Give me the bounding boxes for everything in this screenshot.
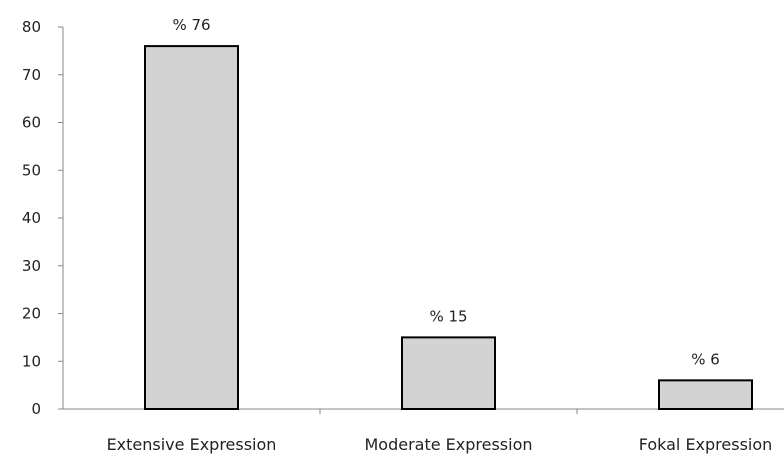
- category-labels: Extensive Expression Moderate Expression F…: [107, 435, 773, 454]
- bar: [658, 379, 753, 411]
- y-axis-ticks: 0 10 20 30 40 50 60 70 80: [22, 18, 63, 418]
- data-label: % 15: [429, 307, 467, 325]
- y-tick-label: 60: [22, 114, 41, 132]
- y-tick-label: 20: [22, 305, 41, 323]
- y-tick-label: 0: [31, 400, 41, 418]
- bar: [144, 45, 239, 410]
- data-label: % 76: [172, 16, 210, 34]
- y-tick-label: 40: [22, 209, 41, 227]
- y-tick-label: 30: [22, 257, 41, 275]
- y-tick-label: 50: [22, 161, 41, 179]
- bars: [144, 45, 753, 411]
- y-tick-label: 80: [22, 18, 41, 36]
- category-label: Moderate Expression: [364, 435, 532, 454]
- category-label: Fokal Expression: [639, 435, 773, 454]
- y-tick-label: 70: [22, 66, 41, 84]
- data-label: % 6: [691, 350, 720, 368]
- category-label: Extensive Expression: [107, 435, 277, 454]
- y-tick-label: 10: [22, 352, 41, 370]
- bar: [401, 336, 496, 410]
- data-labels: % 76 % 15 % 6: [172, 16, 719, 368]
